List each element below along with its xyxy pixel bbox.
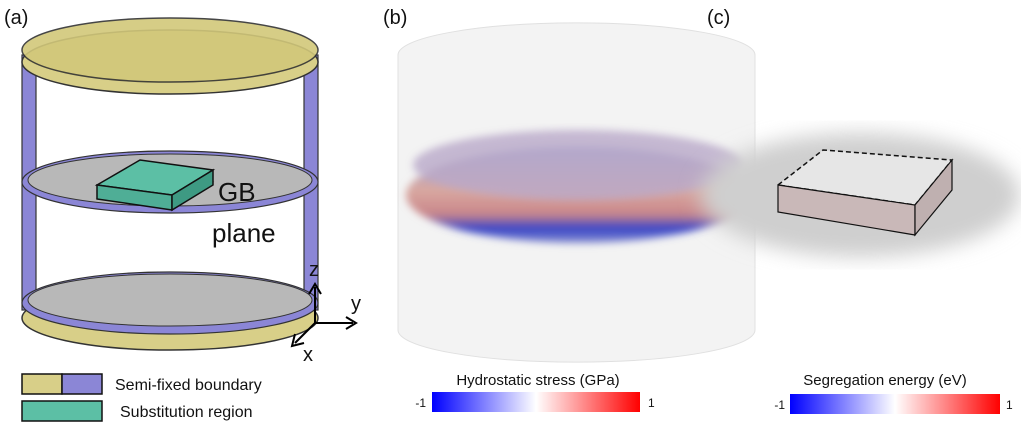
gb-disk-top (413, 130, 743, 200)
panel-label: (a) (4, 7, 28, 29)
colorbar-max: 1 (1006, 398, 1013, 412)
annotation: plane (212, 218, 276, 248)
axis-label: z (309, 259, 319, 281)
colorbar-title: Segregation energy (eV) (803, 372, 966, 389)
legend-swatch (21, 400, 103, 422)
axes-glyph (290, 282, 358, 348)
axis-label: y (351, 293, 361, 315)
legend-label: Semi-fixed boundary (115, 377, 262, 394)
panel-label: (b) (383, 7, 407, 29)
panel-b: (b) Hydrostatic stress (GPa) -1 1 (383, 7, 756, 412)
axis-label: x (303, 344, 313, 366)
legend-swatch (21, 373, 63, 395)
panel-a: (a) GB plane z y x Semi-fixed boundary S… (4, 7, 361, 422)
colorbar (790, 394, 1000, 414)
colorbar-min: -1 (415, 396, 426, 410)
colorbar-title: Hydrostatic stress (GPa) (456, 372, 619, 389)
substitution-box (171, 168, 214, 212)
panel-c: (c) Segregation energy (eV) -1 1 (700, 7, 1020, 414)
legend-label: Substitution region (120, 404, 253, 421)
bottom-plane (27, 273, 313, 327)
panel-label: (c) (707, 7, 730, 29)
legend-swatch (61, 373, 103, 395)
colorbar-max: 1 (648, 396, 655, 410)
top-disk (21, 17, 319, 83)
colorbar (432, 392, 640, 412)
colorbar-min: -1 (774, 398, 785, 412)
annotation: GB (218, 177, 256, 207)
region-box (914, 158, 953, 237)
